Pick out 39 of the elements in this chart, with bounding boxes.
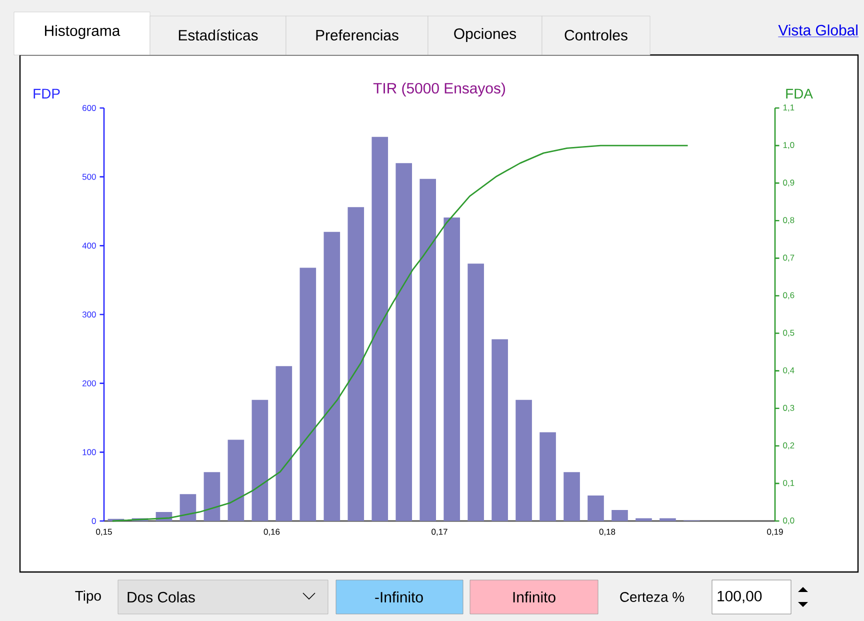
x-tick-label: 0,15 [96, 528, 112, 536]
y2-tick-label: 0,4 [783, 367, 794, 374]
text: Vista Global [778, 24, 858, 36]
text: Estadísticas [178, 29, 258, 41]
text: Tipo [75, 590, 101, 604]
x-tick-label: 0,18 [599, 528, 616, 536]
text: Dos Colas [128, 592, 195, 602]
text: Opciones [454, 28, 516, 42]
y2-tick-label: 0,8 [783, 217, 794, 224]
text: -Infinito [375, 592, 423, 602]
y2-tick-label: 1,1 [783, 104, 794, 112]
y2-tick-label: 0,1 [783, 480, 794, 487]
y-tick-label: 400 [82, 242, 96, 249]
text: Histograma [45, 25, 120, 39]
y2-tick-label: 0,7 [783, 254, 794, 262]
x-tick-label: 0,16 [264, 528, 280, 536]
y-tick-label: 600 [82, 105, 96, 111]
y2-tick-label: 0,2 [783, 442, 794, 450]
y2-tick-label: 0,5 [783, 330, 794, 337]
y2-tick-label: 0,9 [783, 180, 794, 187]
y2-tick-label: 0,3 [783, 404, 794, 412]
x-tick-label: 0,19 [767, 528, 783, 536]
y2-tick-label: 1,0 [783, 142, 794, 150]
y2-tick-label: 0,6 [783, 292, 794, 300]
y-tick-label: 100 [82, 449, 96, 456]
x-tick-label: 0,17 [432, 528, 448, 536]
y-tick-label: 500 [82, 174, 96, 180]
y2-tick-label: 0,0 [783, 518, 794, 524]
text: Preferencias [316, 30, 398, 40]
chart-title: TIR (5000 Ensayos) [373, 82, 505, 96]
text: Infinito [513, 592, 556, 602]
text: Certeza % [620, 592, 684, 602]
text: 100,00 [718, 590, 762, 604]
y2-axis-title: FDA [786, 88, 813, 98]
y-tick-label: 200 [82, 380, 96, 386]
text: Controles [564, 30, 628, 40]
y-tick-label: 0 [92, 518, 96, 524]
y-axis-title: FDP [34, 88, 60, 98]
y-tick-label: 300 [82, 312, 96, 318]
